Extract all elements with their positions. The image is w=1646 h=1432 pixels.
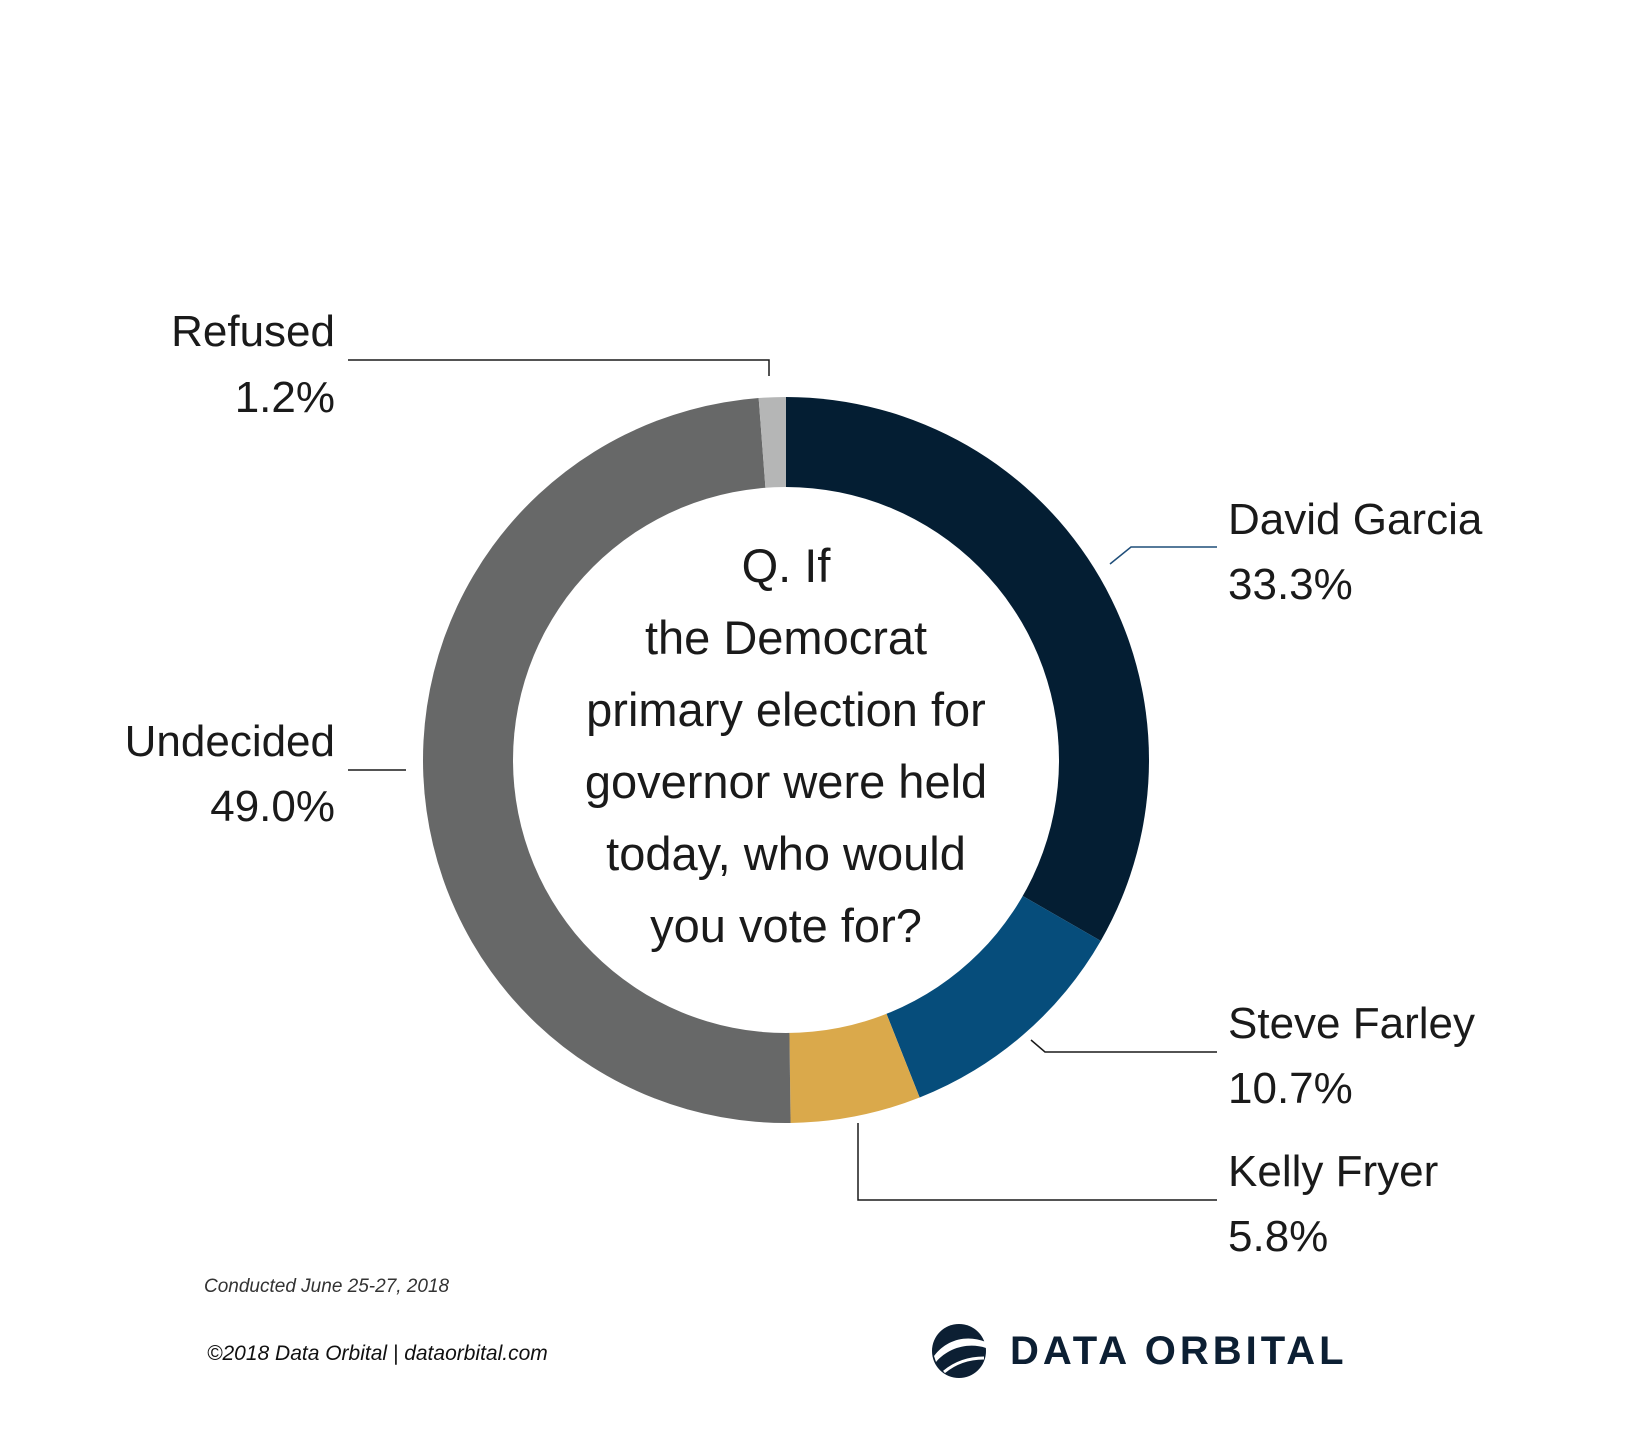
center-question-line: you vote for? (650, 899, 922, 952)
center-question-line: governor were held (585, 755, 987, 808)
label-name-refused: Refused (171, 307, 335, 356)
label-name-kelly-fryer: Kelly Fryer (1228, 1147, 1438, 1196)
center-question-line: primary election for (586, 683, 986, 736)
label-value-kelly-fryer: 5.8% (1228, 1212, 1328, 1261)
center-question-line: today, who would (606, 827, 966, 880)
donut-hole (513, 487, 1059, 1033)
survey-date-note: Conducted June 25-27, 2018 (204, 1276, 450, 1297)
leader-line-refused (348, 359, 770, 376)
brand-logo: DATA ORBITAL (930, 1322, 1348, 1380)
label-name-steve-farley: Steve Farley (1228, 999, 1475, 1048)
center-question: Q. If the Democrat primary election for gov… (585, 539, 987, 952)
center-question-line: the Democrat (645, 611, 927, 664)
center-question-line: Q. If (742, 539, 832, 592)
leader-line-steve-farley (1030, 1039, 1217, 1053)
orbital-globe-icon (932, 1324, 986, 1378)
leader-line-david-garcia (1109, 546, 1217, 565)
label-value-undecided: 49.0% (210, 782, 335, 831)
label-name-david-garcia: David Garcia (1228, 495, 1483, 544)
copyright-link-text: ©2018 Data Orbital | dataorbital.com (207, 1342, 548, 1365)
label-value-david-garcia: 33.3% (1228, 560, 1353, 609)
leader-line-kelly-fryer (857, 1123, 1217, 1201)
label-name-undecided: Undecided (125, 717, 335, 766)
brand-name: DATA ORBITAL (1010, 1328, 1348, 1373)
label-value-steve-farley: 10.7% (1228, 1064, 1353, 1113)
label-value-refused: 1.2% (235, 373, 335, 422)
